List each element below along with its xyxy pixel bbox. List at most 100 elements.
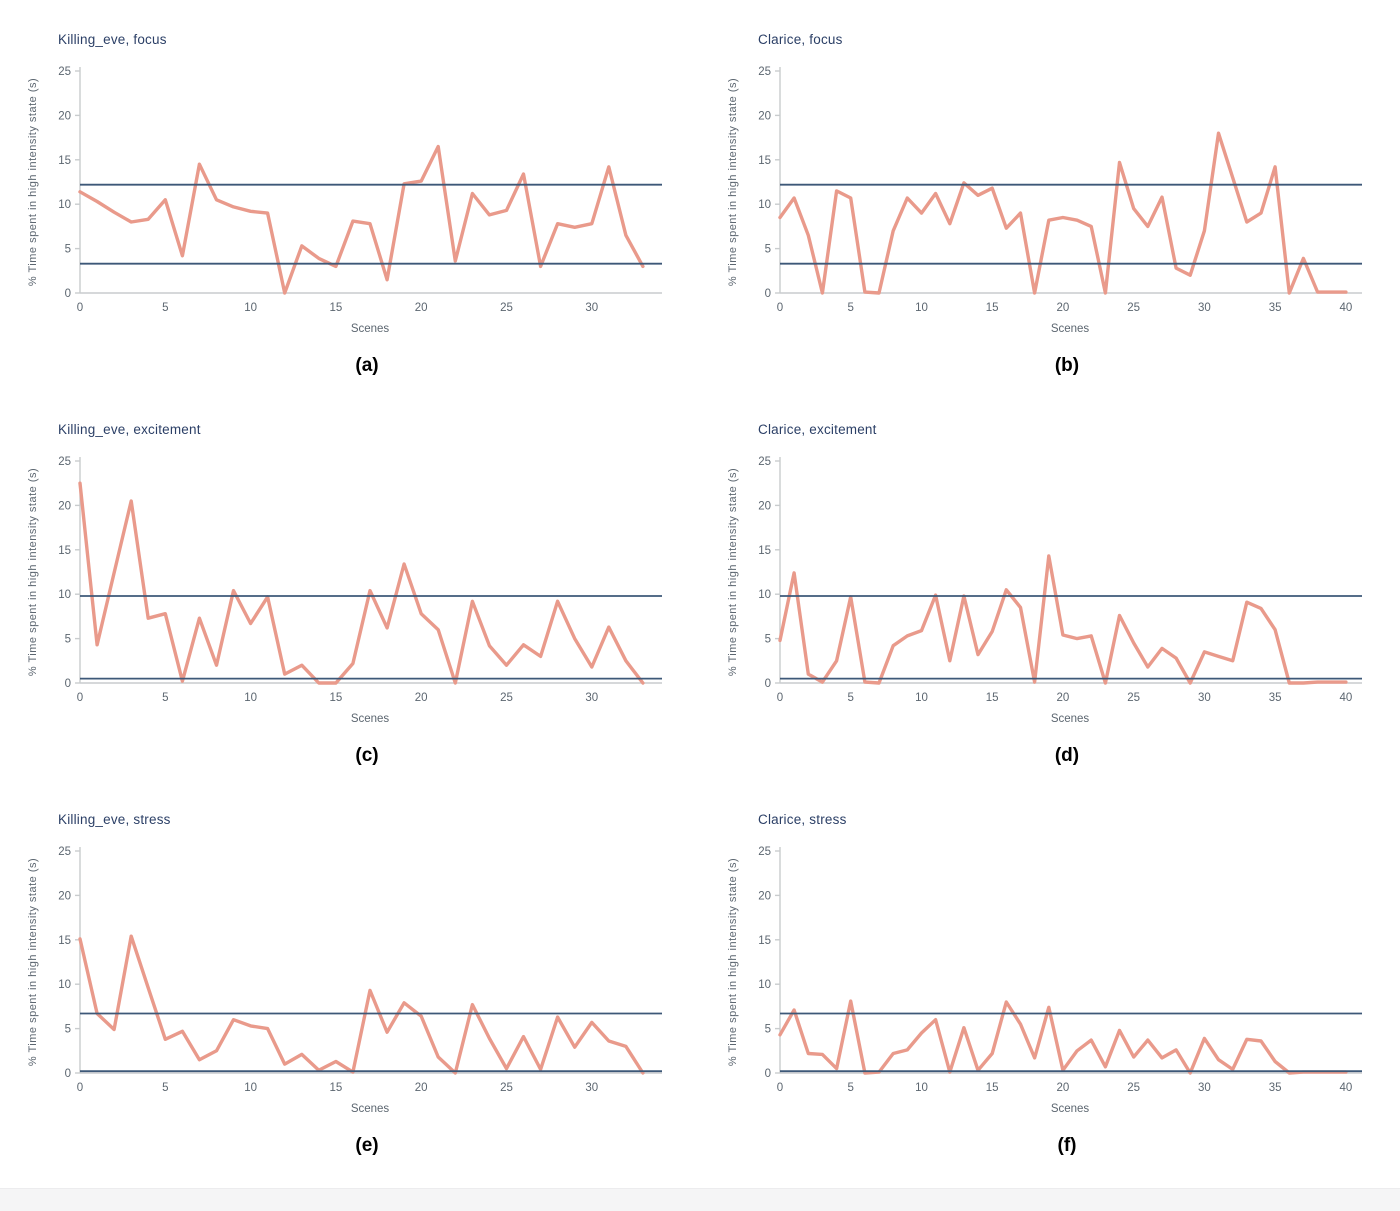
chart-svg-a: 0 5 10 15 20 25 0 5 10 15 20 25 30 % Time spent in hi… <box>27 66 662 335</box>
x-tick-label: 15 <box>986 302 999 314</box>
x-tick-label: 25 <box>1127 692 1140 704</box>
x-tick-label: 15 <box>329 1082 342 1094</box>
chart-panel-f: Clarice, stress 0 5 10 15 20 25 0 5 10 15 20 25 30 35… <box>700 780 1400 1170</box>
chart-svg-b: 0 5 10 15 20 25 0 5 10 15 20 25 30 35 40 % Time spent i… <box>727 66 1362 335</box>
x-tick-label: 0 <box>777 1082 783 1094</box>
x-axis-title: Scenes <box>351 323 390 335</box>
series-line <box>78 934 645 1075</box>
x-tick-label: 15 <box>986 1082 999 1094</box>
line-chart-c: 0 5 10 15 20 25 0 5 10 15 20 25 30 % Time spent in hi… <box>18 451 682 729</box>
x-tick-label: 15 <box>329 302 342 314</box>
chart-panel-c: Killing_eve, excitement 0 5 10 15 20 25 0 5 10 15… <box>0 390 700 780</box>
y-tick-label: 10 <box>758 199 771 211</box>
y-tick-label: 0 <box>765 288 771 300</box>
chart-caption-b: (b) <box>1054 355 1080 376</box>
y-tick-label: 0 <box>65 678 71 690</box>
chart-caption-c: (c) <box>355 745 379 766</box>
x-tick-label: 30 <box>1198 1082 1211 1094</box>
x-tick-label: 40 <box>1339 302 1352 314</box>
x-tick-label: 20 <box>1057 1082 1070 1094</box>
x-axis-title: Scenes <box>1051 713 1090 725</box>
y-tick-label: 5 <box>765 244 771 256</box>
chart-panel-b: Clarice, focus 0 5 10 15 20 25 0 5 10 15 20 25 30 35 4… <box>700 0 1400 390</box>
x-tick-label: 10 <box>915 1082 928 1094</box>
y-tick-label: 10 <box>58 979 71 991</box>
y-tick-label: 5 <box>765 1024 771 1036</box>
y-tick-label: 5 <box>65 244 71 256</box>
chart-caption-a: (a) <box>355 355 379 376</box>
series-line <box>778 554 1348 685</box>
y-tick-label: 25 <box>58 456 71 468</box>
chart-svg-d: 0 5 10 15 20 25 0 5 10 15 20 25 30 35 40 % Time spent i… <box>727 456 1362 725</box>
x-tick-label: 5 <box>848 692 854 704</box>
chart-title-c: Killing_eve, excitement <box>58 422 201 437</box>
line-chart-b: 0 5 10 15 20 25 0 5 10 15 20 25 30 35 40 % Time spent i… <box>718 61 1382 339</box>
chart-title-d: Clarice, excitement <box>758 422 877 437</box>
x-tick-label: 10 <box>915 692 928 704</box>
x-tick-label: 0 <box>777 302 783 314</box>
y-tick-label: 5 <box>765 634 771 646</box>
y-tick-label: 0 <box>65 1068 71 1080</box>
x-tick-label: 30 <box>585 302 598 314</box>
y-tick-label: 20 <box>758 500 771 512</box>
y-tick-label: 15 <box>58 935 71 947</box>
x-tick-label: 10 <box>244 302 257 314</box>
series-line <box>778 999 1348 1075</box>
x-tick-label: 0 <box>777 692 783 704</box>
x-tick-label: 5 <box>848 1082 854 1094</box>
y-tick-label: 25 <box>758 66 771 78</box>
y-tick-label: 25 <box>758 456 771 468</box>
y-tick-label: 25 <box>758 846 771 858</box>
chart-title-b: Clarice, focus <box>758 32 843 47</box>
x-tick-label: 20 <box>1057 692 1070 704</box>
y-tick-label: 0 <box>65 288 71 300</box>
y-tick-label: 15 <box>758 935 771 947</box>
y-axis-title: % Time spent in high intensity state (s) <box>727 78 739 286</box>
x-tick-label: 10 <box>915 302 928 314</box>
x-axis-title: Scenes <box>351 713 390 725</box>
chart-svg-f: 0 5 10 15 20 25 0 5 10 15 20 25 30 35 40 % Time spent i… <box>727 846 1362 1115</box>
line-chart-e: 0 5 10 15 20 25 0 5 10 15 20 25 30 % Time spent in hi… <box>18 841 682 1119</box>
series-line <box>78 481 645 685</box>
y-tick-label: 25 <box>58 66 71 78</box>
chart-panel-e: Killing_eve, stress 0 5 10 15 20 25 0 5 10 15 20 25… <box>0 780 700 1170</box>
y-tick-label: 5 <box>65 634 71 646</box>
x-tick-label: 30 <box>585 1082 598 1094</box>
chart-caption-d: (d) <box>1054 745 1080 766</box>
y-tick-label: 15 <box>758 545 771 557</box>
chart-svg-e: 0 5 10 15 20 25 0 5 10 15 20 25 30 % Time spent in hi… <box>27 846 662 1115</box>
x-tick-label: 15 <box>986 692 999 704</box>
chart-title-a: Killing_eve, focus <box>58 32 167 47</box>
x-tick-label: 25 <box>1127 302 1140 314</box>
page-bottom-band <box>0 1188 1400 1211</box>
x-tick-label: 5 <box>162 302 168 314</box>
x-tick-label: 20 <box>415 302 428 314</box>
y-tick-label: 20 <box>58 890 71 902</box>
y-axis-title: % Time spent in high intensity state (s) <box>27 78 39 286</box>
chart-caption-e: (e) <box>355 1135 379 1156</box>
x-tick-label: 10 <box>244 692 257 704</box>
y-tick-label: 15 <box>58 155 71 167</box>
y-axis-title: % Time spent in high intensity state (s) <box>727 468 739 676</box>
line-chart-f: 0 5 10 15 20 25 0 5 10 15 20 25 30 35 40 % Time spent i… <box>718 841 1382 1119</box>
series-line <box>78 144 645 295</box>
x-tick-label: 5 <box>848 302 854 314</box>
y-tick-label: 0 <box>765 678 771 690</box>
x-tick-label: 35 <box>1269 692 1282 704</box>
y-tick-label: 25 <box>58 846 71 858</box>
y-axis-title: % Time spent in high intensity state (s) <box>27 468 39 676</box>
x-tick-label: 0 <box>77 1082 83 1094</box>
x-tick-label: 30 <box>585 692 598 704</box>
y-tick-label: 10 <box>58 589 71 601</box>
x-tick-label: 40 <box>1339 692 1352 704</box>
x-tick-label: 35 <box>1269 1082 1282 1094</box>
chart-panel-d: Clarice, excitement 0 5 10 15 20 25 0 5 10 15 20 25… <box>700 390 1400 780</box>
x-tick-label: 25 <box>500 692 513 704</box>
x-tick-label: 15 <box>329 692 342 704</box>
x-tick-label: 10 <box>244 1082 257 1094</box>
chart-svg-c: 0 5 10 15 20 25 0 5 10 15 20 25 30 % Time spent in hi… <box>27 456 662 725</box>
x-tick-label: 5 <box>162 692 168 704</box>
chart-caption-f: (f) <box>1057 1135 1077 1156</box>
x-tick-label: 20 <box>415 692 428 704</box>
